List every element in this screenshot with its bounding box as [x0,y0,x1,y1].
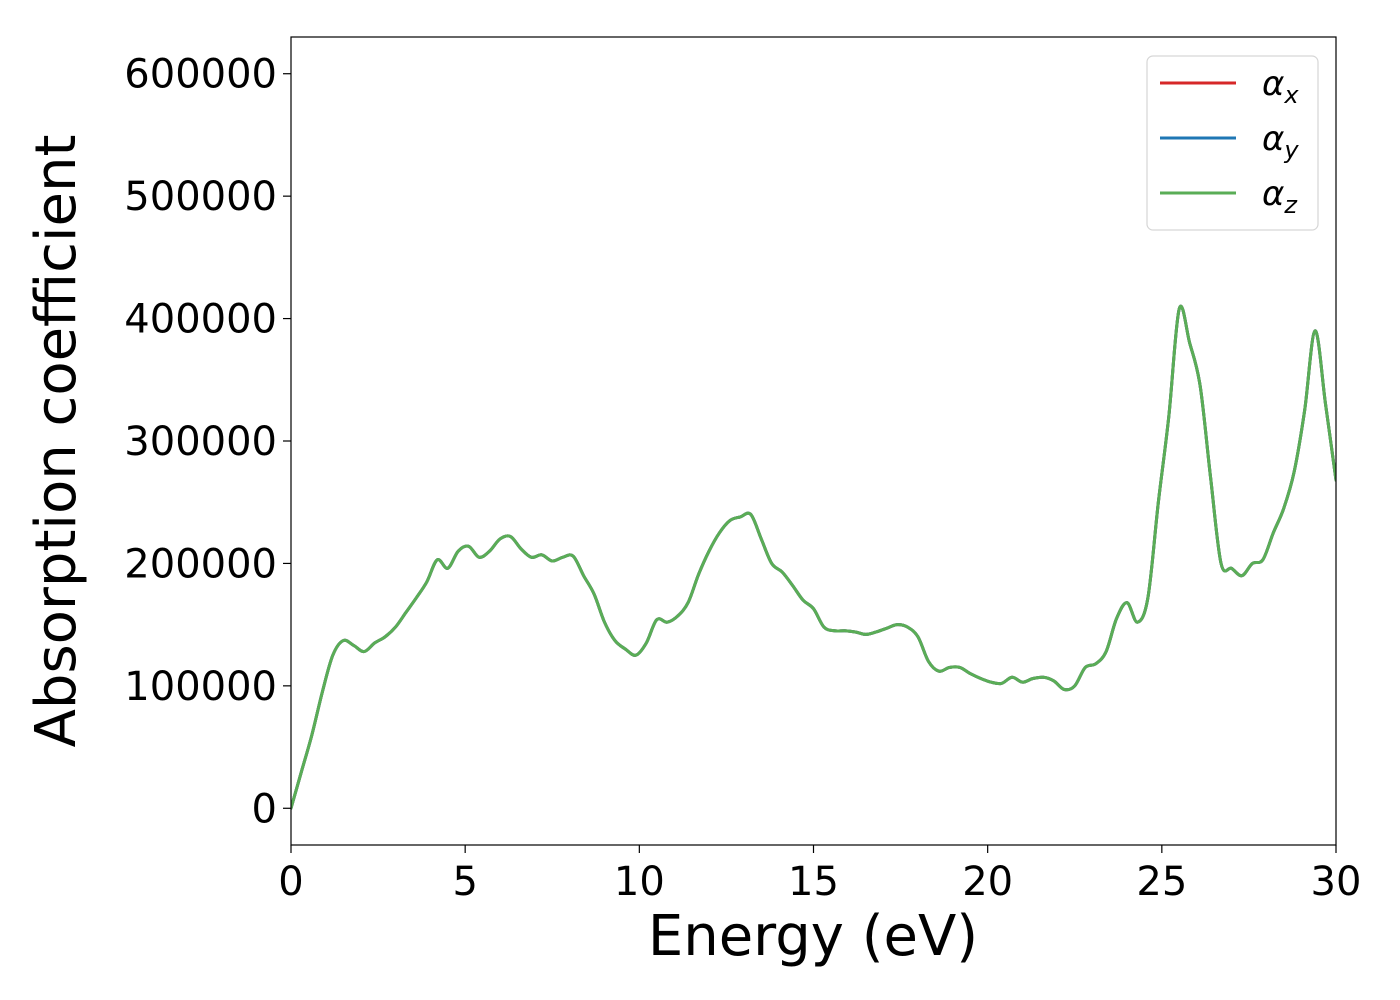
y-tick-label: 400000 [124,297,277,343]
x-tick-label: 15 [788,859,839,905]
y-axis: 0 100000 200000 300000 400000 500000 600000 [124,52,291,832]
y-axis-title: Absorption coefficient [24,135,89,748]
legend-label-x: αx [1262,64,1299,109]
x-axis: 0 5 10 15 20 25 30 [278,845,1361,905]
legend-label-z: αz [1262,174,1298,219]
x-tick-label: 20 [962,859,1013,905]
legend-label-main: α [1262,64,1284,104]
x-tick-label: 0 [278,859,303,905]
legend-label-main: α [1262,174,1284,214]
legend-label-main: α [1262,119,1284,159]
y-tick-label: 600000 [124,52,277,98]
series-line-z [291,304,1336,810]
x-axis-title: Energy (eV) [648,904,978,969]
legend-label-sub: z [1283,191,1298,219]
x-tick-label: 5 [452,859,477,905]
y-tick-label: 300000 [124,419,277,465]
legend-label-sub: y [1283,136,1299,164]
x-tick-label: 10 [614,859,665,905]
y-tick-label: 0 [252,786,277,832]
x-tick-label: 25 [1136,859,1187,905]
x-tick-label: 30 [1311,859,1362,905]
y-tick-label: 500000 [124,174,277,220]
legend-box [1146,55,1319,231]
y-tick-label: 100000 [124,664,277,710]
legend-label-sub: x [1283,81,1299,109]
y-tick-label: 200000 [124,541,277,587]
series-layer [291,304,1336,810]
legend-label-y: αy [1262,119,1299,164]
